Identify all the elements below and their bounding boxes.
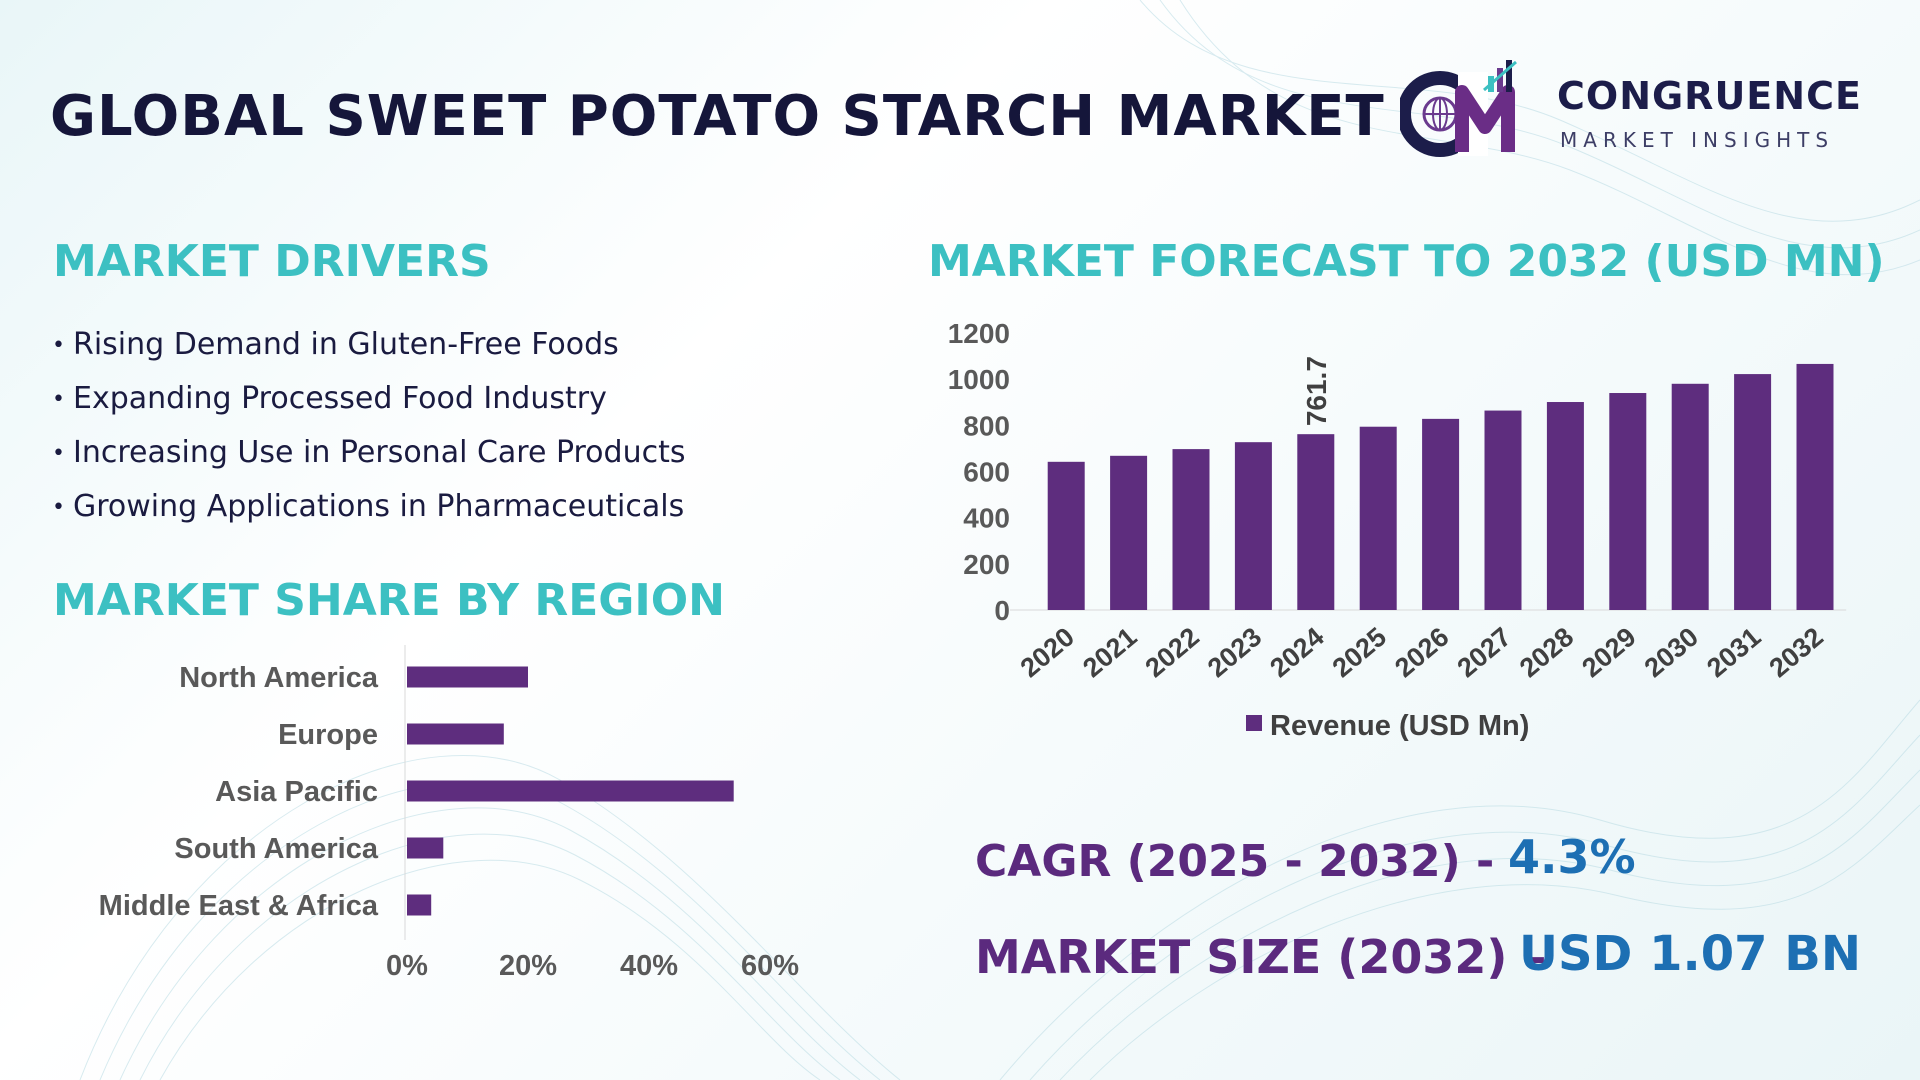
region-share-chart: North America Europe Asia Pacific South Ame… <box>99 645 799 982</box>
congruence-logo: CONGRUENCE MARKET INSIGHTS <box>1400 52 1870 162</box>
region-share-heading: MARKET SHARE BY REGION <box>53 575 725 626</box>
driver-text: Increasing Use in Personal Care Products <box>72 435 686 470</box>
x-tick-label: 2029 <box>1576 622 1641 684</box>
category-label: Europe <box>278 719 378 751</box>
bar-north-america <box>407 666 528 688</box>
bar-2025 <box>1359 426 1397 610</box>
bar-europe <box>407 723 504 745</box>
drivers-list: • Rising Demand in Gluten-Free Foods • Exp… <box>52 323 685 539</box>
y-tick-label: 800 <box>963 410 1010 441</box>
x-tick-label: 2021 <box>1077 622 1142 684</box>
x-tick-label: 60% <box>741 950 799 982</box>
cagr-value: 4.3% <box>1508 830 1636 884</box>
y-tick-label: 600 <box>963 457 1010 488</box>
driver-item: • Expanding Processed Food Industry <box>52 377 685 431</box>
bar-2032 <box>1796 363 1834 610</box>
x-tick-label: 2030 <box>1639 622 1704 684</box>
bar-2020 <box>1047 461 1085 610</box>
bullet-icon: • <box>52 387 65 412</box>
x-tick-label: 40% <box>620 950 678 982</box>
logo-name: CONGRUENCE <box>1557 74 1862 118</box>
y-tick-label: 400 <box>963 503 1010 534</box>
bar-2030 <box>1671 383 1709 610</box>
market-size-value: USD 1.07 BN <box>1519 926 1861 982</box>
category-label: North America <box>179 662 379 694</box>
bar-2023 <box>1234 442 1272 610</box>
category-label: South America <box>174 833 378 865</box>
legend-label: Revenue (USD Mn) <box>1270 710 1529 742</box>
logo-mark-icon <box>1400 60 1517 157</box>
driver-item: • Growing Applications in Pharmaceuticals <box>52 485 685 539</box>
logo-tagline: MARKET INSIGHTS <box>1560 128 1835 152</box>
category-label: Middle East & Africa <box>99 890 379 922</box>
page-title: GLOBAL SWEET POTATO STARCH MARKET <box>50 84 1385 149</box>
driver-text: Expanding Processed Food Industry <box>72 381 607 416</box>
y-tick-label: 1000 <box>948 364 1010 395</box>
driver-text: Rising Demand in Gluten-Free Foods <box>72 327 619 362</box>
x-tick-label: 2024 <box>1264 622 1329 684</box>
driver-item: • Increasing Use in Personal Care Product… <box>52 431 685 485</box>
x-tick-label: 2022 <box>1140 622 1205 684</box>
y-tick-label: 0 <box>994 595 1010 626</box>
legend-swatch <box>1246 715 1262 731</box>
driver-item: • Rising Demand in Gluten-Free Foods <box>52 323 685 377</box>
revenue-forecast-chart: 0200400600800100012002020202120222023202… <box>948 318 1847 742</box>
driver-text: Growing Applications in Pharmaceuticals <box>72 489 685 524</box>
bullet-icon: • <box>52 333 65 358</box>
bullet-icon: • <box>52 441 65 466</box>
x-tick-label: 2032 <box>1764 622 1829 684</box>
bar-2026 <box>1422 418 1460 610</box>
x-tick-label: 2020 <box>1015 622 1080 684</box>
bar-south-america <box>407 837 444 859</box>
market-size-label: MARKET SIZE (2032) – <box>975 930 1547 984</box>
bar-2022 <box>1172 449 1210 610</box>
bar-2024 <box>1297 434 1335 610</box>
bar-2027 <box>1484 410 1522 610</box>
bar-2028 <box>1546 402 1584 610</box>
bar-2029 <box>1609 393 1647 610</box>
bar-2021 <box>1110 455 1148 610</box>
x-tick-label: 2031 <box>1701 622 1766 684</box>
bar-asia-pacific <box>407 780 734 802</box>
y-tick-label: 200 <box>963 549 1010 580</box>
y-tick-label: 1200 <box>948 318 1010 349</box>
x-tick-label: 2025 <box>1327 622 1392 684</box>
x-tick-label: 2027 <box>1452 622 1517 684</box>
bullet-icon: • <box>52 495 65 520</box>
bar-2031 <box>1734 374 1772 610</box>
data-label: 761.7 <box>1301 356 1332 426</box>
x-tick-label: 20% <box>499 950 557 982</box>
x-tick-label: 2023 <box>1202 622 1267 684</box>
x-tick-label: 2026 <box>1389 622 1454 684</box>
category-label: Asia Pacific <box>215 776 378 808</box>
bar-middle-east-africa <box>407 894 432 916</box>
x-tick-label: 0% <box>386 950 428 982</box>
cagr-label: CAGR (2025 - 2032) - <box>975 836 1495 887</box>
forecast-heading: MARKET FORECAST TO 2032 (USD MN) <box>928 236 1885 287</box>
drivers-heading: MARKET DRIVERS <box>53 236 491 287</box>
x-tick-label: 2028 <box>1514 622 1579 684</box>
